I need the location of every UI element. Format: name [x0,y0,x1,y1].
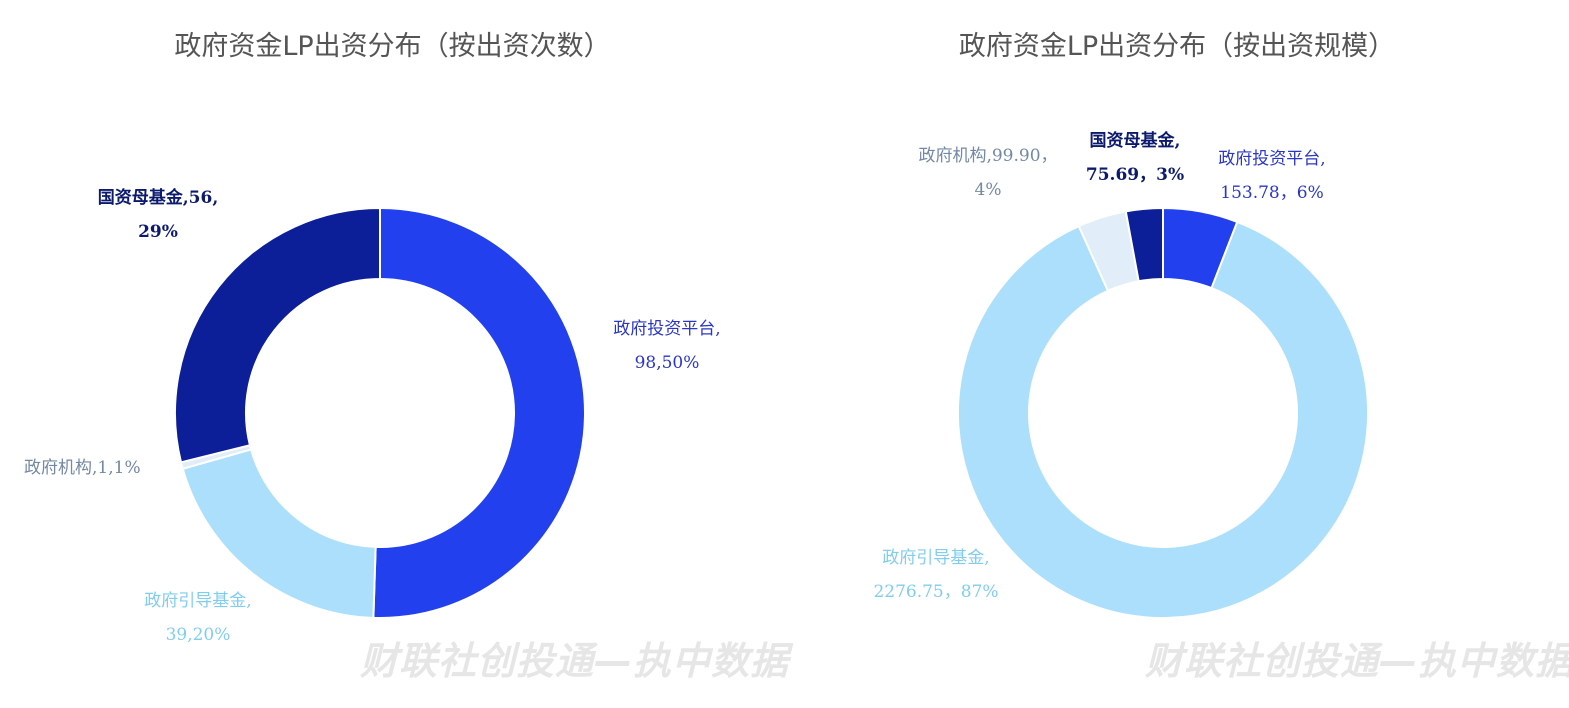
chart-panel-left: 政府资金LP出资分布（按出资次数） 政府投资平台, 98,50% 政府引导基金, 39… [24,31,721,645]
data-label-state-mother-fund-line2: 29% [138,222,178,242]
data-label-state-mother-fund-line2: 75.69，3% [1086,165,1184,185]
data-label-state-mother-fund-line1: 国资母基金, [1090,130,1181,151]
data-label-government-agency-line1: 政府机构,1,1% [24,458,141,478]
data-label-government-agency-line1: 政府机构,99.90， [918,146,1057,166]
data-label-guidance-fund-line2: 2276.75，87% [873,582,998,602]
donut-chart-right: 政府投资平台, 153.78，6% 政府引导基金, 2276.75，87% 政府机构,9… [873,130,1369,619]
donut-chart-left: 政府投资平台, 98,50% 政府引导基金, 39,20% 政府机构,1,1% 国资母基金… [24,187,721,645]
slice-state-mother-fund [1124,206,1164,283]
slice-state-mother-fund [174,206,381,464]
data-label-guidance-fund-line1: 政府引导基金, [882,548,989,568]
data-label-investment-platform-line2: 153.78，6% [1220,183,1323,203]
chart-title-right: 政府资金LP出资分布（按出资规模） [958,31,1396,62]
data-label-government-agency-line2: 4% [975,180,1002,200]
chart-title-left: 政府资金LP出资分布（按出资次数） [174,31,611,62]
data-label-guidance-fund-line1: 政府引导基金, [144,591,251,611]
chart-panel-right: 政府资金LP出资分布（按出资规模） 政府投资平台, 153.78，6% 政府引导基金… [785,0,1569,708]
watermark-right: 财联社创投通—执中数据 [1145,639,1569,683]
data-label-state-mother-fund-line1: 国资母基金,56, [98,187,219,208]
data-label-guidance-fund-line2: 39,20% [166,625,231,645]
data-label-investment-platform-line1: 政府投资平台, [613,319,720,339]
data-label-investment-platform-line2: 98,50% [635,353,700,373]
slice-guidance-fund [957,220,1369,619]
slice-investment-platform [372,206,586,619]
watermark-left: 财联社创投通—执中数据 [360,639,790,683]
data-label-investment-platform-line1: 政府投资平台, [1218,149,1325,169]
